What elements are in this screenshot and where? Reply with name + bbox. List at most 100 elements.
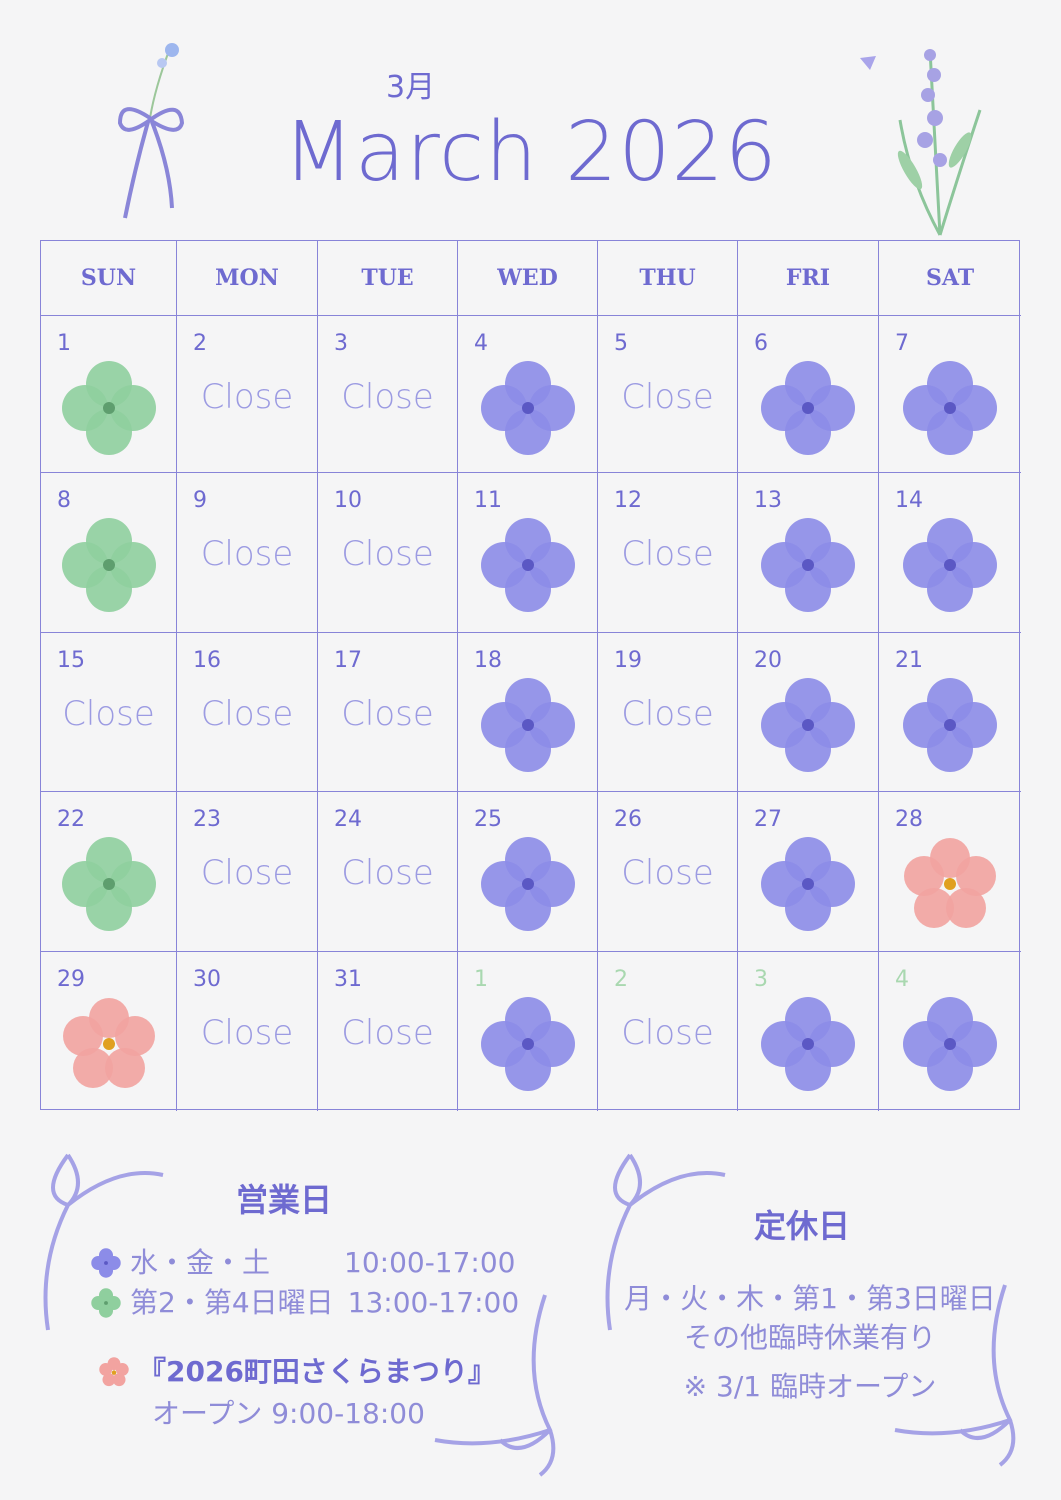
- day-cell: 26 Close: [598, 792, 738, 952]
- day-number: 28: [895, 807, 923, 832]
- day-number: 27: [754, 807, 782, 832]
- open-days-row-1: 水・金・土 10:00-17:00: [90, 1246, 516, 1280]
- day-number: 23: [193, 807, 221, 832]
- close-label: Close: [62, 694, 155, 734]
- day-number: 14: [895, 488, 923, 513]
- festival-hours: オープン 9:00-18:00: [152, 1397, 425, 1430]
- closed-days-note: ※ 3/1 臨時オープン: [683, 1370, 937, 1403]
- close-label: Close: [341, 377, 434, 417]
- close-label: Close: [341, 853, 434, 893]
- day-cell: 31 Close: [318, 952, 458, 1111]
- sakura-icon: [99, 1357, 129, 1387]
- day-cell: 28: [879, 792, 1021, 952]
- day-cell: 7: [879, 316, 1021, 473]
- day-number: 24: [334, 807, 362, 832]
- ribbon-decoration: [894, 1284, 1016, 1467]
- weekday-header-tue: TUE: [318, 241, 458, 316]
- day-cell: 3: [738, 952, 879, 1111]
- open-hours: 10:00-17:00: [344, 1246, 516, 1279]
- day-number: 22: [57, 807, 85, 832]
- day-number: 18: [474, 648, 502, 673]
- day-cell: 20: [738, 633, 879, 792]
- festival-name: 『2026町田さくらまつり』: [138, 1355, 496, 1388]
- day-cell: 4: [458, 316, 598, 473]
- open-days-label: 第2・第4日曜日: [130, 1286, 334, 1319]
- day-cell: 21: [879, 633, 1021, 792]
- day-number: 3: [754, 967, 768, 992]
- blue-flower-icon: [903, 997, 997, 1091]
- blue-flower-icon: [761, 997, 855, 1091]
- day-cell: 25: [458, 792, 598, 952]
- day-number: 25: [474, 807, 502, 832]
- blue-flower-icon: [91, 1248, 121, 1278]
- day-number: 7: [895, 331, 909, 356]
- day-cell: 2 Close: [598, 952, 738, 1111]
- blue-flower-icon: [480, 997, 575, 1091]
- close-label: Close: [200, 534, 294, 574]
- day-number: 5: [614, 331, 628, 356]
- day-number: 8: [57, 488, 71, 513]
- weekday-header-thu: THU: [598, 241, 738, 316]
- ribbon-decoration: [43, 1153, 164, 1331]
- day-number: 20: [754, 648, 782, 673]
- weekday-header-mon: MON: [177, 241, 318, 316]
- calendar-grid: SUN MON TUE WED THU FRI SAT 1 2 Close 3 Close 4 5 Clos…: [40, 240, 1021, 1111]
- day-number: 13: [754, 488, 782, 513]
- lavender-bouquet-decoration: [860, 49, 982, 236]
- day-number: 29: [57, 967, 85, 992]
- close-label: Close: [200, 853, 294, 893]
- close-label: Close: [621, 853, 714, 893]
- day-cell: 19 Close: [598, 633, 738, 792]
- day-cell: 9 Close: [177, 473, 318, 633]
- blue-flower-icon: [761, 361, 855, 455]
- green-clover-icon: [61, 518, 156, 612]
- day-cell: 1: [41, 316, 177, 473]
- blue-flower-icon: [480, 361, 575, 455]
- close-label: Close: [621, 534, 714, 574]
- day-cell: 29: [41, 952, 177, 1111]
- day-number: 11: [474, 488, 502, 513]
- day-number: 6: [754, 331, 768, 356]
- day-number: 1: [474, 967, 488, 992]
- ribbon-bouquet-decoration: [117, 43, 185, 219]
- open-days-title: 営業日: [236, 1181, 333, 1219]
- blue-flower-icon: [480, 678, 575, 772]
- day-cell: 10 Close: [318, 473, 458, 633]
- open-days-label: 水・金・土: [130, 1246, 271, 1279]
- blue-flower-icon: [761, 678, 855, 772]
- day-cell: 14: [879, 473, 1021, 633]
- day-cell: 3 Close: [318, 316, 458, 473]
- close-label: Close: [621, 1013, 714, 1053]
- day-cell: 27: [738, 792, 879, 952]
- day-cell: 4: [879, 952, 1021, 1111]
- festival-row: 『2026町田さくらまつり』: [98, 1355, 496, 1389]
- blue-flower-icon: [761, 518, 855, 612]
- day-cell: 18: [458, 633, 598, 792]
- close-label: Close: [200, 1013, 294, 1053]
- month-japanese: 3月: [386, 70, 436, 105]
- day-number: 15: [57, 648, 85, 673]
- green-clover-icon: [61, 837, 156, 931]
- day-cell: 30 Close: [177, 952, 318, 1111]
- day-cell: 15 Close: [41, 633, 177, 792]
- day-cell: 13: [738, 473, 879, 633]
- day-number: 4: [474, 331, 488, 356]
- close-label: Close: [341, 534, 434, 574]
- open-days-row-2: 第2・第4日曜日 13:00-17:00: [90, 1286, 519, 1320]
- day-number: 12: [614, 488, 642, 513]
- ribbon-decoration: [605, 1153, 726, 1331]
- day-cell: 22: [41, 792, 177, 952]
- close-label: Close: [621, 377, 714, 417]
- weekday-header-fri: FRI: [738, 241, 879, 316]
- open-hours: 13:00-17:00: [347, 1286, 520, 1319]
- day-number: 2: [614, 967, 628, 992]
- day-cell: 23 Close: [177, 792, 318, 952]
- day-number: 31: [334, 967, 362, 992]
- blue-flower-icon: [903, 361, 997, 455]
- day-cell: 12 Close: [598, 473, 738, 633]
- close-label: Close: [341, 1013, 434, 1053]
- blue-flower-icon: [480, 518, 575, 612]
- day-cell: 2 Close: [177, 316, 318, 473]
- day-number: 21: [895, 648, 923, 673]
- close-label: Close: [341, 694, 434, 734]
